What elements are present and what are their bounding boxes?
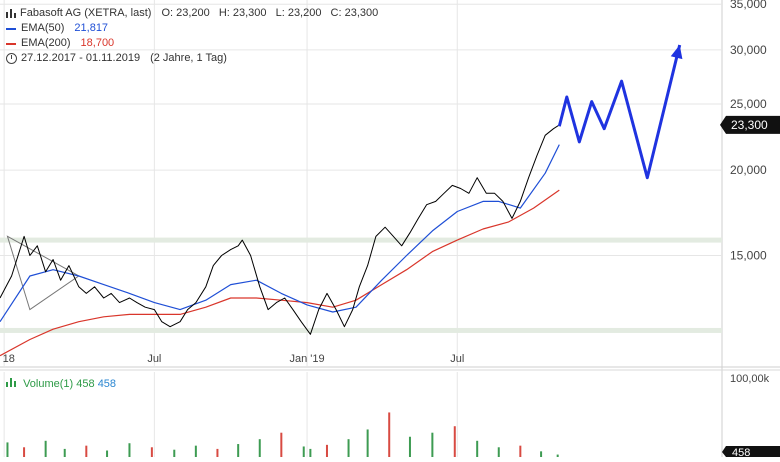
legend-ema200[interactable]: EMA(200) 18,700 xyxy=(6,36,378,51)
volume-bar xyxy=(216,448,219,457)
volume-bar xyxy=(309,448,312,457)
volume-bar xyxy=(519,445,522,457)
last-price-label: 23,300 xyxy=(731,118,768,132)
y-tick-label: 25,000 xyxy=(730,97,767,111)
last-price-tag xyxy=(720,115,780,134)
x-tick-label: n 18 xyxy=(0,353,15,365)
close-value: C: 23,300 xyxy=(330,7,379,19)
volume-value-1: 458 xyxy=(76,378,95,390)
ema200-label: EMA(200) xyxy=(21,37,71,49)
volume-bar xyxy=(85,445,88,457)
x-tick-label: Jul xyxy=(147,353,161,365)
ema200-value: 18,700 xyxy=(80,37,115,49)
volume-bar xyxy=(431,432,434,457)
volume-legend: Volume(1) 458 458 xyxy=(6,378,116,390)
y-tick-label: 15,000 xyxy=(730,249,767,263)
volume-bar xyxy=(497,447,500,457)
x-tick-label: Jul xyxy=(450,353,464,365)
ohlc-values: O: 23,200 H: 23,300 L: 23,200 C: 23,300 xyxy=(161,6,378,21)
y-tick-label: 30,000 xyxy=(730,43,767,57)
volume-bar xyxy=(63,448,66,457)
support-band xyxy=(0,327,722,333)
volume-last-label: 458 xyxy=(732,447,750,457)
volume-bar xyxy=(128,443,131,457)
volume-bar xyxy=(556,454,559,457)
volume-bar xyxy=(366,429,369,457)
ema200-swatch xyxy=(6,42,16,45)
ema50-swatch xyxy=(6,27,16,30)
high-value: H: 23,300 xyxy=(218,7,267,19)
legend-ema50[interactable]: EMA(50) 21,817 xyxy=(6,21,378,36)
triangle-pattern xyxy=(6,235,80,311)
volume-bar xyxy=(302,446,305,457)
volume-bar xyxy=(258,439,261,457)
y-tick-label: 35,000 xyxy=(730,0,767,11)
y-tick-label: 20,000 xyxy=(730,163,767,177)
volume-bar xyxy=(194,445,197,457)
clock-icon xyxy=(6,53,17,64)
ema50-label: EMA(50) xyxy=(21,22,65,34)
volume-bar xyxy=(173,449,176,457)
volume-bar xyxy=(280,432,283,457)
volume-last-tag xyxy=(722,446,780,457)
ema50-line xyxy=(0,144,560,323)
projection-arrowhead xyxy=(670,45,683,60)
price-line xyxy=(0,124,560,335)
period-interval: (2 Jahre, 1 Tag) xyxy=(150,52,227,64)
period-range: 27.12.2017 - 01.11.2019 xyxy=(21,52,141,64)
low-value: L: 23,200 xyxy=(275,7,322,19)
ema50-value: 21,817 xyxy=(74,22,109,34)
support-band xyxy=(0,237,722,243)
volume-value-2: 458 xyxy=(97,378,117,390)
volume-bar xyxy=(453,426,456,457)
volume-bar xyxy=(44,440,47,457)
volume-bar xyxy=(150,447,153,457)
volume-bar xyxy=(388,412,391,457)
volume-bar xyxy=(408,436,411,457)
volume-bar xyxy=(476,440,479,457)
legend-period: 27.12.2017 - 01.11.2019 (2 Jahre, 1 Tag) xyxy=(6,51,378,66)
volume-bar xyxy=(347,439,350,457)
volume-label: Volume(1) xyxy=(23,378,74,390)
volume-bar xyxy=(237,444,240,457)
open-value: O: 23,200 xyxy=(161,7,210,19)
instrument-title: Fabasoft AG (XETRA, last) xyxy=(20,7,152,19)
volume-y-tick-label: 100,00k xyxy=(730,373,770,385)
volume-bar xyxy=(325,444,328,457)
x-tick-label: Jan '19 xyxy=(289,353,324,365)
projection-line xyxy=(557,44,682,180)
volume-bar xyxy=(106,450,109,457)
volume-bar xyxy=(6,442,9,457)
chart-legend: Fabasoft AG (XETRA, last) O: 23,200 H: 2… xyxy=(6,6,378,66)
legend-title-row: Fabasoft AG (XETRA, last) O: 23,200 H: 2… xyxy=(6,6,378,21)
chart-type-icon xyxy=(6,9,16,18)
volume-icon xyxy=(6,378,16,387)
volume-bar xyxy=(540,451,543,457)
volume-bar xyxy=(23,447,26,457)
